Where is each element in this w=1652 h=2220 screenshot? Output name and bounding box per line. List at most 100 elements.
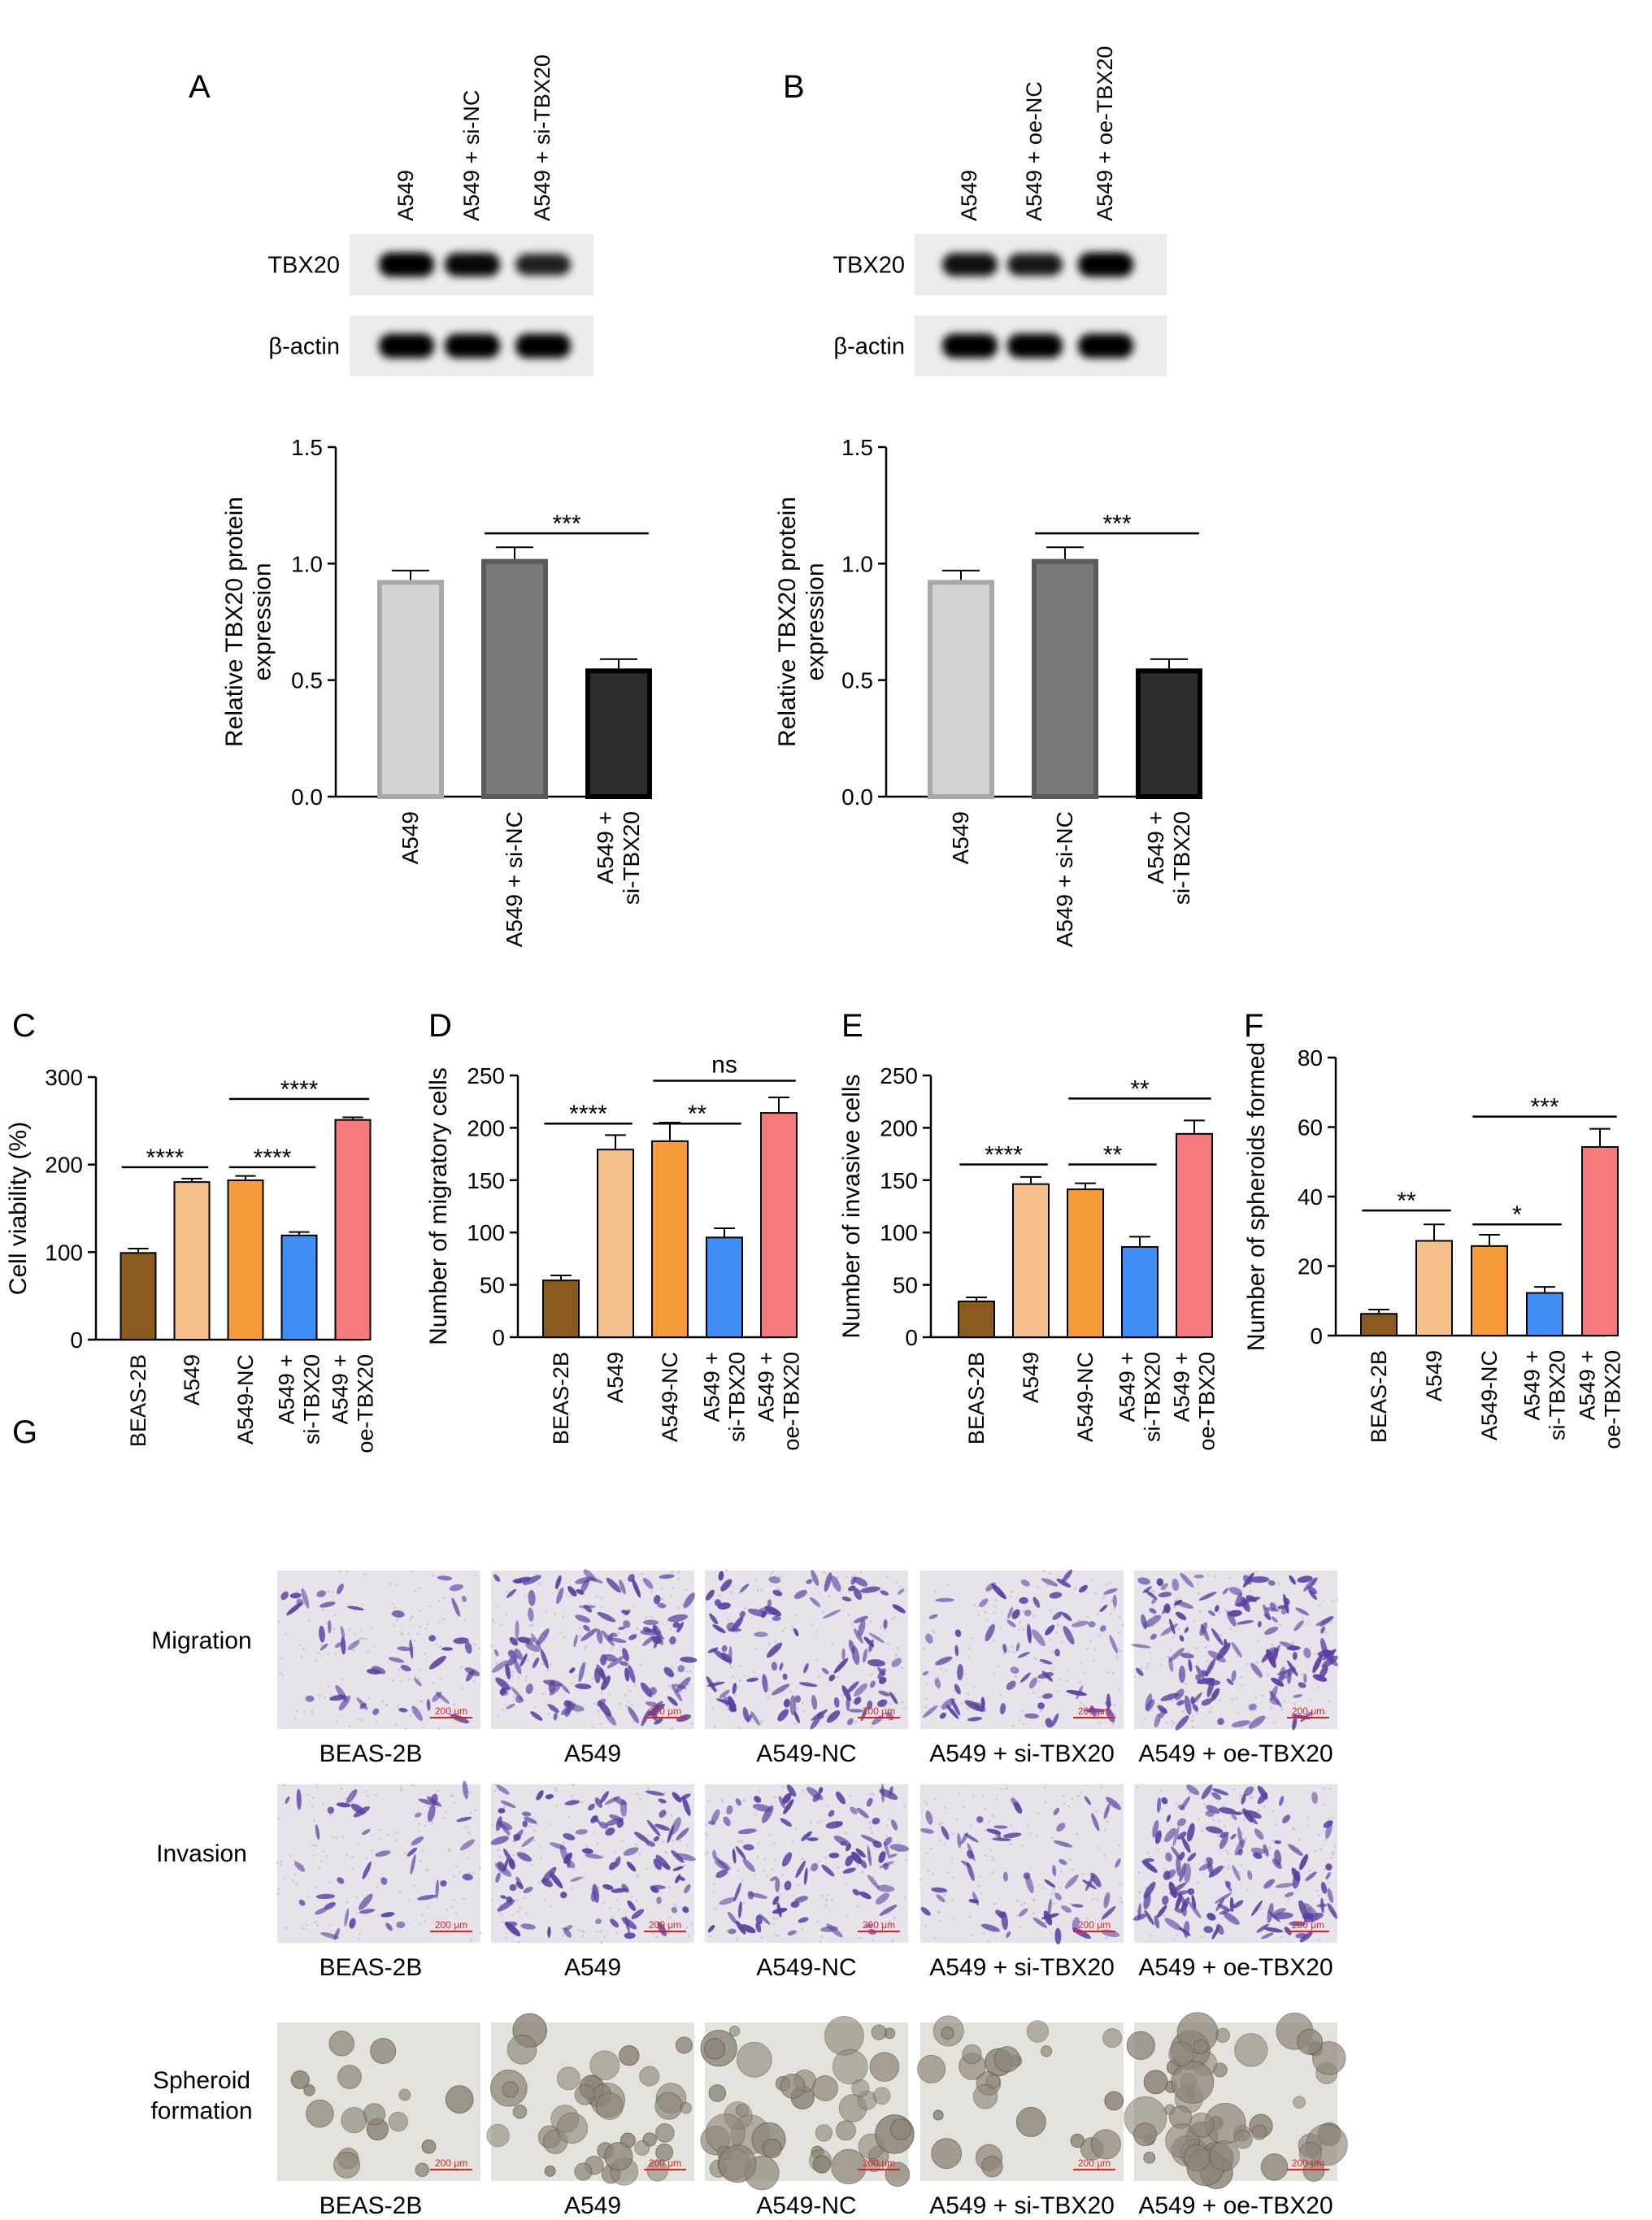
membrane-pore (1009, 1595, 1012, 1598)
membrane-pore (1268, 1847, 1272, 1850)
stained-cell (601, 1675, 611, 1691)
column-caption: BEAS-2B (320, 1954, 423, 1981)
micrograph-image: 200 μm (486, 2013, 694, 2186)
bar (1415, 1240, 1453, 1336)
stained-cell (375, 1850, 391, 1857)
membrane-pore (903, 1896, 906, 1900)
stained-cell (1052, 1865, 1057, 1877)
membrane-pore (624, 1693, 627, 1696)
stained-cell (400, 1665, 411, 1672)
membrane-pore (458, 1870, 461, 1874)
spheroid (1209, 2140, 1240, 2171)
membrane-pore (491, 1618, 494, 1621)
stained-cell (1176, 1700, 1185, 1706)
membrane-pore (442, 1618, 446, 1621)
stained-cell (411, 1836, 424, 1846)
stained-cell (707, 1924, 715, 1933)
membrane-pore (602, 1855, 606, 1858)
stained-cell (1247, 1870, 1253, 1880)
scale-bar-label: 200 μm (649, 1919, 681, 1931)
membrane-pore (399, 1786, 402, 1789)
bar (651, 1140, 689, 1338)
stained-cell (735, 1845, 746, 1860)
membrane-pore (409, 1617, 412, 1620)
membrane-pore (1038, 1696, 1041, 1699)
membrane-pore (837, 1866, 840, 1869)
membrane-pore (624, 1704, 628, 1707)
membrane-pore (599, 1930, 602, 1933)
stained-cell (1099, 1604, 1108, 1613)
stained-cell (853, 1588, 863, 1601)
membrane-pore (667, 1885, 671, 1888)
membrane-pore (412, 1646, 415, 1649)
stained-cell (863, 1649, 867, 1663)
stained-cell (646, 1819, 661, 1836)
stained-cell (1179, 1851, 1185, 1860)
membrane-pore (708, 1935, 711, 1938)
membrane-pore (706, 1850, 709, 1853)
stained-cell (592, 1883, 600, 1903)
membrane-pore (1166, 1655, 1169, 1658)
membrane-pore (579, 1627, 582, 1630)
significance-label: ** (1130, 1075, 1150, 1102)
membrane-pore (1118, 1615, 1121, 1618)
membrane-pore (335, 1836, 338, 1840)
stained-cell (1249, 1576, 1270, 1584)
spheroid (872, 2087, 891, 2105)
stained-cell (359, 1893, 373, 1910)
membrane-pore (1043, 1786, 1046, 1789)
membrane-pore (407, 1678, 411, 1681)
membrane-pore (759, 1720, 762, 1723)
stained-cell (1271, 1677, 1285, 1687)
membrane-pore (474, 1574, 477, 1577)
stained-cell (706, 1675, 717, 1692)
stained-cell (1320, 1626, 1326, 1634)
stained-cell (798, 1682, 818, 1688)
stained-cell (779, 1662, 784, 1671)
stained-cell (449, 1584, 463, 1592)
membrane-pore (559, 1631, 563, 1634)
stained-cell (680, 1657, 698, 1663)
membrane-pore (1153, 1590, 1156, 1593)
spheroid (941, 2026, 954, 2040)
membrane-pore (953, 1916, 956, 1919)
stained-cell (573, 1634, 578, 1648)
membrane-pore (318, 1866, 321, 1869)
stained-cell (1219, 1831, 1229, 1839)
stained-cell (610, 1637, 627, 1644)
membrane-pore (1090, 1578, 1093, 1581)
membrane-pore (988, 1820, 991, 1823)
stained-cell (1286, 1645, 1301, 1651)
stained-cell (1151, 1597, 1157, 1605)
stained-cell (771, 1683, 790, 1696)
membrane-pore (1002, 1652, 1006, 1655)
stained-cell (750, 1711, 760, 1726)
stained-cell (1131, 1644, 1151, 1649)
stained-cell (514, 1576, 532, 1584)
membrane-pore (1032, 1691, 1035, 1694)
stained-cell (680, 1793, 691, 1801)
stained-cell (735, 1920, 746, 1935)
membrane-pore (541, 1662, 544, 1666)
stained-cell (726, 1805, 733, 1815)
membrane-pore (1176, 1934, 1179, 1937)
spheroid (1168, 2041, 1194, 2067)
stained-cell (522, 1820, 528, 1828)
membrane-pore (1011, 1644, 1014, 1648)
membrane-pore (818, 1675, 821, 1679)
membrane-pore (773, 1841, 776, 1844)
membrane-pore (1089, 1640, 1093, 1643)
membrane-pore (734, 1694, 737, 1697)
stained-cell (500, 1895, 507, 1899)
membrane-pore (502, 1805, 506, 1809)
stained-cell (1181, 1836, 1191, 1853)
stained-cell (353, 1806, 371, 1818)
membrane-pore (823, 1571, 826, 1574)
significance-label: *** (1102, 510, 1131, 537)
membrane-pore (1307, 1824, 1311, 1827)
stained-cell (1320, 1882, 1328, 1894)
membrane-pore (401, 1632, 404, 1636)
membrane-pore (980, 1892, 983, 1896)
membrane-pore (338, 1570, 341, 1573)
stained-cell (1106, 1707, 1115, 1723)
